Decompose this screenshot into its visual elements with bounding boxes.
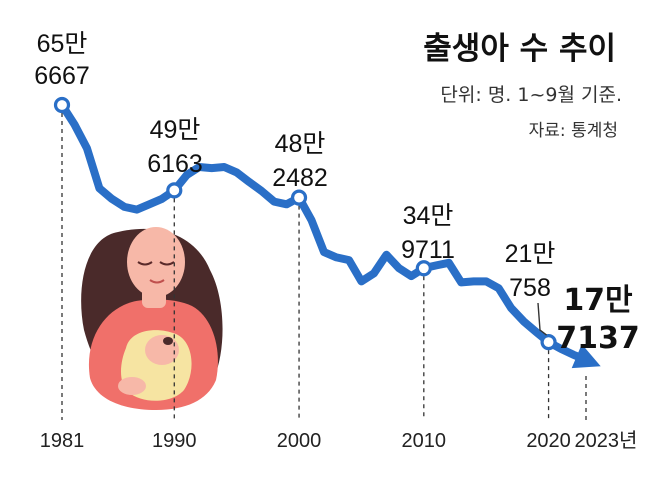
mother-face	[127, 227, 185, 297]
label-1990-line2: 6163	[147, 150, 203, 178]
x-tick-2000: 2000	[277, 430, 322, 452]
birth-count-line	[58, 101, 581, 361]
mother-mouth	[149, 279, 165, 284]
marker-2010	[415, 260, 432, 277]
label-1990-line1: 49만	[150, 116, 201, 144]
marker-2000	[290, 189, 308, 206]
mother-holding-baby-illustration	[81, 227, 223, 410]
label-2023-line2: 7137	[556, 321, 640, 356]
baby-hair	[163, 337, 173, 345]
x-tick-1981: 1981	[40, 430, 85, 452]
mother-eye-right	[159, 261, 175, 266]
reference-lines	[61, 113, 587, 420]
mother-eye-left	[137, 261, 153, 266]
line-arrowhead	[571, 344, 601, 369]
mother-hand	[118, 377, 146, 395]
x-tick-2020: 2020	[526, 430, 571, 452]
point-markers	[53, 96, 557, 351]
leader-line-2020	[537, 302, 548, 336]
label-2010-line1: 34만	[403, 202, 454, 230]
label-2020-line2: 758	[509, 274, 551, 302]
series-layer	[58, 101, 601, 369]
label-1981-line1: 65만	[37, 30, 88, 58]
marker-1981	[53, 96, 71, 114]
x-tick-2010: 2010	[402, 430, 447, 452]
chart-source: 자료: 통계청	[529, 121, 618, 141]
label-1981-line2: 6667	[34, 62, 90, 90]
x-tick-1990: 1990	[152, 430, 197, 452]
x-tick-2023: 2023년	[575, 429, 638, 452]
marker-2020	[540, 334, 557, 351]
label-2023-line1: 17만	[563, 283, 633, 318]
chart-unit-note: 단위: 명. 1~9월 기준.	[440, 84, 622, 106]
label-2010-line2: 9711	[401, 236, 455, 264]
chart-title: 출생아 수 추이	[423, 31, 616, 67]
label-2020-line1: 21만	[505, 240, 556, 268]
point-labels: 65만 6667 49만 6163 48만 2482 34만 9711 21만 758 17만713…	[34, 30, 640, 356]
label-2000-line2: 2482	[272, 164, 328, 192]
x-axis-ticks: 1981 1990 2000 2010 2020 2023년	[40, 429, 638, 452]
label-2000-line1: 48만	[275, 130, 326, 158]
marker-1990	[166, 182, 183, 199]
